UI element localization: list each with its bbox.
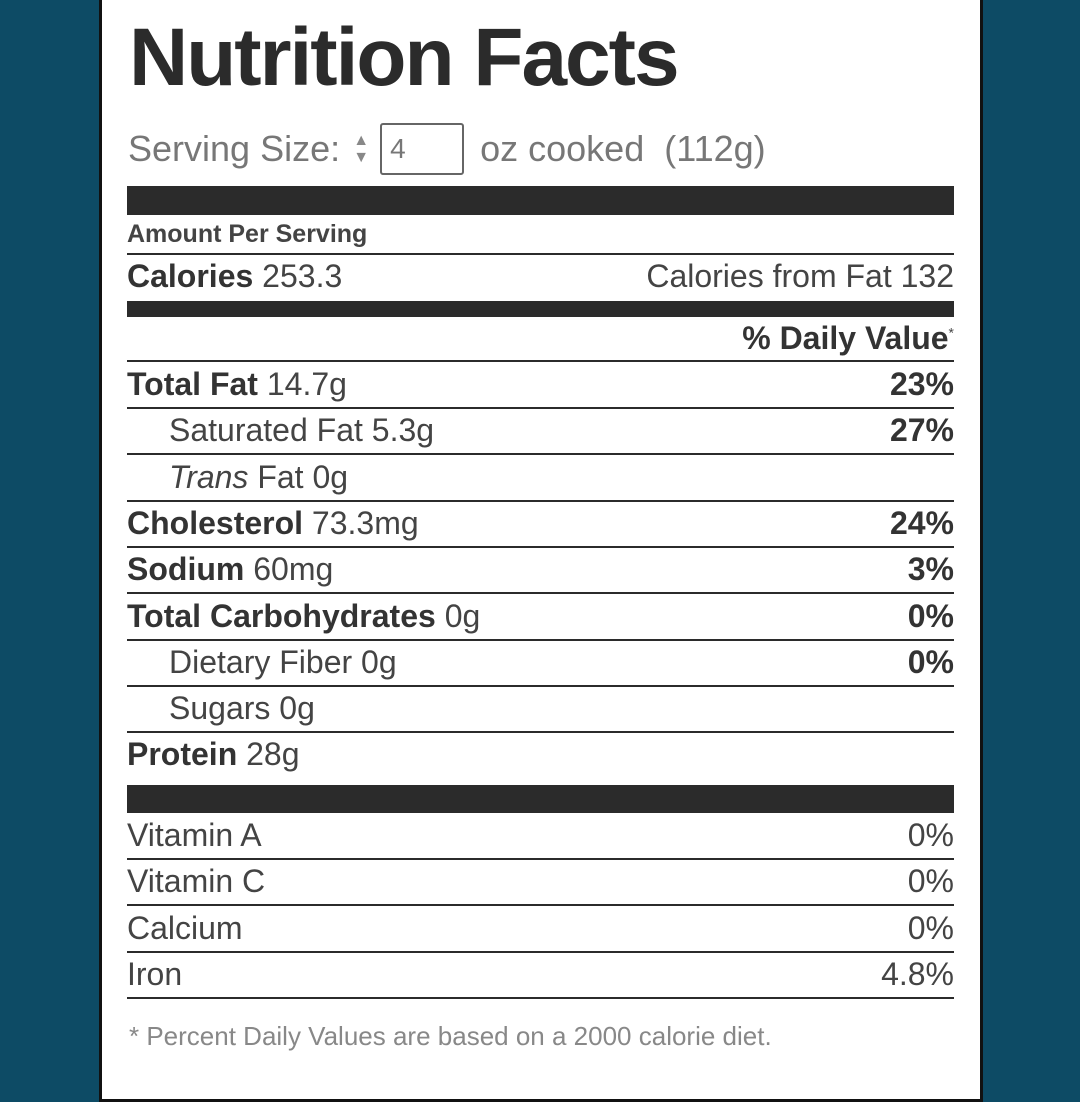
nutrient-daily-value: 0% bbox=[907, 643, 954, 680]
asterisk: * bbox=[948, 324, 954, 341]
vitamin-daily-value: 0% bbox=[907, 909, 954, 946]
thick-divider bbox=[127, 301, 954, 317]
nutrient-row: Cholesterol 73.3mg 24% bbox=[127, 501, 954, 548]
calories-from-fat: Calories from Fat 132 bbox=[646, 257, 954, 294]
nutrient-daily-value: 3% bbox=[907, 551, 954, 588]
nutrient-row: Dietary Fiber 0g 0% bbox=[127, 640, 954, 687]
amount-per-serving: Amount Per Serving bbox=[127, 215, 954, 255]
nutrient-label: Total Carbohydrates bbox=[127, 597, 436, 634]
nutrient-value: 0g bbox=[279, 690, 315, 727]
nutrient-value: 14.7g bbox=[266, 366, 347, 402]
serving-size-input[interactable]: 4 bbox=[380, 123, 465, 175]
amount-per-serving-label: Amount Per Serving bbox=[127, 219, 368, 248]
calories-row: Calories 253.3 Calories from Fat 132 bbox=[127, 255, 954, 297]
nutrient-daily-value: 23% bbox=[889, 366, 954, 402]
serving-unit: oz cooked bbox=[480, 128, 645, 169]
vitamin-label: Calcium bbox=[127, 909, 243, 946]
nutrient-row: Trans Fat 0g bbox=[127, 455, 954, 502]
serving-grams: (112g) bbox=[664, 128, 766, 169]
nutrient-value: 73.3mg bbox=[311, 504, 419, 541]
daily-value-header: % Daily Value* bbox=[127, 317, 954, 362]
nutrient-row: Saturated Fat 5.3g 27% bbox=[127, 408, 954, 456]
nutrient-row: Protein 28g bbox=[127, 732, 954, 777]
nutrient-label: Cholesterol bbox=[127, 504, 304, 541]
daily-value-label: % Daily Value bbox=[742, 320, 949, 356]
nutrient-label: Dietary Fiber bbox=[169, 643, 353, 680]
nutrient-value: 28g bbox=[246, 736, 300, 773]
vitamin-row: Vitamin C 0% bbox=[127, 859, 954, 907]
vitamin-daily-value: 0% bbox=[907, 817, 954, 853]
vitamin-row: Calcium 0% bbox=[127, 906, 954, 953]
nutrient-row: Total Carbohydrates 0g 0% bbox=[127, 594, 954, 641]
vitamin-row: Vitamin A 0% bbox=[127, 813, 954, 860]
nutrient-label: Trans bbox=[169, 458, 249, 495]
serving-stepper-icon[interactable]: ▲ ▼ bbox=[353, 132, 370, 166]
calories-label: Calories bbox=[127, 257, 254, 294]
nutrient-value: 0g bbox=[312, 458, 349, 495]
nutrient-row: Sugars 0g bbox=[127, 686, 954, 734]
vitamin-label: Vitamin A bbox=[127, 817, 262, 853]
nutrient-value: 60mg bbox=[253, 551, 334, 588]
nutrient-label: Sugars bbox=[169, 690, 271, 727]
nutrient-value: 0g bbox=[361, 643, 397, 680]
nutrient-row: Sodium 60mg 3% bbox=[127, 547, 954, 595]
vitamin-daily-value: 4.8% bbox=[881, 955, 954, 992]
thick-divider bbox=[127, 186, 954, 215]
page-title: Nutrition Facts bbox=[129, 12, 680, 103]
nutrient-daily-value: 0% bbox=[907, 597, 954, 634]
vitamin-label: Iron bbox=[127, 955, 183, 992]
nutrient-label-suffix: Fat bbox=[257, 458, 304, 495]
serving-size-label: Serving Size: bbox=[128, 128, 341, 169]
nutrient-daily-value: 27% bbox=[889, 412, 954, 449]
nutrient-label: Saturated Fat bbox=[169, 412, 363, 449]
nutrition-label: Nutrition Facts Serving Size: ▲ ▼ 4 oz co… bbox=[99, 0, 983, 1102]
nutrient-label: Protein bbox=[127, 736, 238, 773]
nutrient-row: Total Fat 14.7g 23% bbox=[127, 362, 954, 409]
serving-size-row: Serving Size: ▲ ▼ 4 oz cooked (112g) bbox=[128, 123, 766, 175]
vitamin-daily-value: 0% bbox=[907, 863, 954, 900]
nutrient-value: 0g bbox=[444, 597, 481, 634]
calories-value: 253.3 bbox=[262, 257, 343, 294]
nutrient-daily-value: 24% bbox=[889, 504, 954, 541]
footnote: * Percent Daily Values are based on a 20… bbox=[129, 1021, 772, 1051]
nutrient-label: Total Fat bbox=[127, 366, 258, 402]
thick-divider bbox=[127, 785, 954, 813]
nutrient-value: 5.3g bbox=[371, 412, 435, 449]
vitamin-row: Iron 4.8% bbox=[127, 952, 954, 999]
nutrient-label: Sodium bbox=[127, 551, 245, 588]
vitamin-label: Vitamin C bbox=[127, 863, 266, 900]
